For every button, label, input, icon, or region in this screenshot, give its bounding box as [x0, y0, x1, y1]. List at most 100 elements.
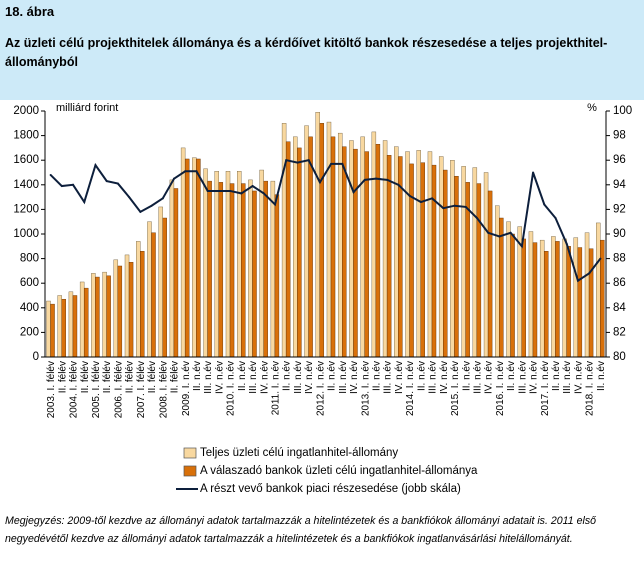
share-point: [588, 272, 591, 275]
left-tick-label: 400: [20, 302, 39, 314]
x-tick-label: IV. n.év: [573, 361, 584, 394]
legend-label-total: Teljes üzleti célú ingatlanhitel-állomán…: [200, 447, 398, 459]
share-point: [274, 203, 277, 206]
share-point: [94, 164, 97, 167]
bar-total: [596, 222, 601, 358]
legend-swatch-respondent: [183, 465, 197, 477]
bar-total: [360, 136, 365, 358]
bar-respondent: [487, 190, 493, 358]
share-point: [105, 180, 108, 183]
x-tick-label: II. n.év: [282, 361, 293, 391]
bar-total: [147, 221, 152, 358]
share-point: [330, 162, 333, 165]
share-point: [116, 182, 119, 185]
x-tick-label: III. n.év: [248, 361, 259, 394]
share-point: [599, 257, 602, 260]
x-tick-label: II. n.év: [506, 361, 517, 391]
bar-respondent: [285, 141, 291, 358]
bar-respondent: [151, 232, 156, 358]
bar-total: [405, 151, 410, 358]
share-point: [341, 162, 344, 165]
share-point: [49, 173, 52, 176]
legend-label-respondent: A válaszadó bankok üzleti célú ingatlanh…: [200, 465, 478, 477]
x-tick-label: IV. n.év: [214, 361, 225, 394]
bar-total: [236, 171, 242, 358]
share-point: [554, 217, 557, 220]
x-tick-label: II. n.év: [371, 361, 382, 391]
bars-total: [46, 112, 601, 358]
bar-respondent: [50, 303, 55, 358]
bar-respondent: [342, 146, 347, 358]
share-point: [72, 183, 75, 186]
left-axis-ticks: 0 200 400 600 800 1000 1200 1400 1600 1800 2000: [13, 105, 45, 363]
left-tick-label: 1400: [13, 179, 39, 191]
x-axis-labels: 2003. I. félév II. félév 2004. I. félév II.…: [46, 361, 607, 418]
bar-respondent: [543, 251, 549, 358]
bar-respondent: [510, 233, 515, 358]
share-point: [83, 201, 86, 204]
bar-total: [203, 168, 208, 358]
x-tick-label: II. félév: [147, 361, 158, 393]
bar-total: [472, 167, 478, 358]
share-point: [128, 196, 131, 199]
bar-respondent: [431, 164, 437, 358]
right-tick-label: 82: [613, 326, 626, 338]
bar-respondent: [577, 247, 583, 358]
share-point: [217, 189, 220, 192]
bar-respondent: [420, 162, 426, 358]
left-axis-label: milliárd forint: [56, 102, 118, 114]
bar-respondent: [229, 183, 235, 358]
bar-total: [158, 206, 163, 358]
x-tick-label: II. n.év: [461, 361, 472, 391]
figure-number: 18. ábra: [5, 4, 55, 19]
share-point: [285, 159, 288, 162]
bar-total: [539, 239, 545, 358]
share-point: [240, 192, 243, 195]
bar-respondent: [184, 158, 190, 358]
bar-total: [136, 241, 141, 358]
right-tick-label: 90: [613, 228, 626, 240]
bar-respondent: [454, 175, 459, 358]
bar-respondent: [207, 180, 212, 358]
bar-total: [382, 140, 388, 358]
x-tick-label: 2007. I. félév: [136, 361, 147, 418]
bar-total: [79, 281, 85, 358]
bar-respondent: [162, 217, 167, 358]
bar-respondent: [61, 298, 66, 358]
x-tick-label: II. n.év: [192, 361, 203, 391]
left-tick-label: 1800: [13, 130, 39, 142]
x-tick-label: 2010. I. n.év: [226, 361, 237, 416]
share-point: [173, 177, 176, 180]
share-point: [60, 185, 63, 188]
share-point: [475, 217, 478, 220]
share-point: [352, 191, 355, 194]
bar-total: [169, 179, 175, 358]
bar-total: [113, 259, 119, 358]
share-point: [419, 201, 422, 204]
left-tick-label: 1200: [13, 203, 39, 215]
left-tick-label: 1600: [13, 154, 39, 166]
x-tick-label: 2017. I. n.év: [540, 361, 551, 416]
left-tick-label: 800: [20, 253, 39, 265]
share-point: [161, 197, 164, 200]
x-tick-label: III. n.év: [562, 361, 573, 394]
x-tick-label: 2018. I. n.év: [585, 361, 596, 416]
bar-respondent: [95, 276, 100, 358]
share-point: [363, 178, 366, 181]
bar-total: [248, 179, 253, 358]
x-tick-label: II. n.év: [237, 361, 248, 391]
bar-respondent: [409, 163, 414, 358]
bar-total: [394, 146, 399, 358]
share-line: [49, 159, 602, 283]
bar-total: [293, 136, 298, 358]
bar-total: [562, 238, 567, 358]
share-point: [408, 194, 411, 197]
share-point: [532, 171, 535, 174]
x-tick-label: 2006. I. félév: [113, 361, 124, 418]
right-tick-label: 88: [613, 253, 626, 265]
right-tick-label: 92: [613, 203, 626, 215]
x-tick-label: 2014. I. n.év: [405, 361, 416, 416]
share-point: [509, 231, 512, 234]
bar-respondent: [319, 123, 325, 358]
bar-total: [461, 166, 466, 358]
